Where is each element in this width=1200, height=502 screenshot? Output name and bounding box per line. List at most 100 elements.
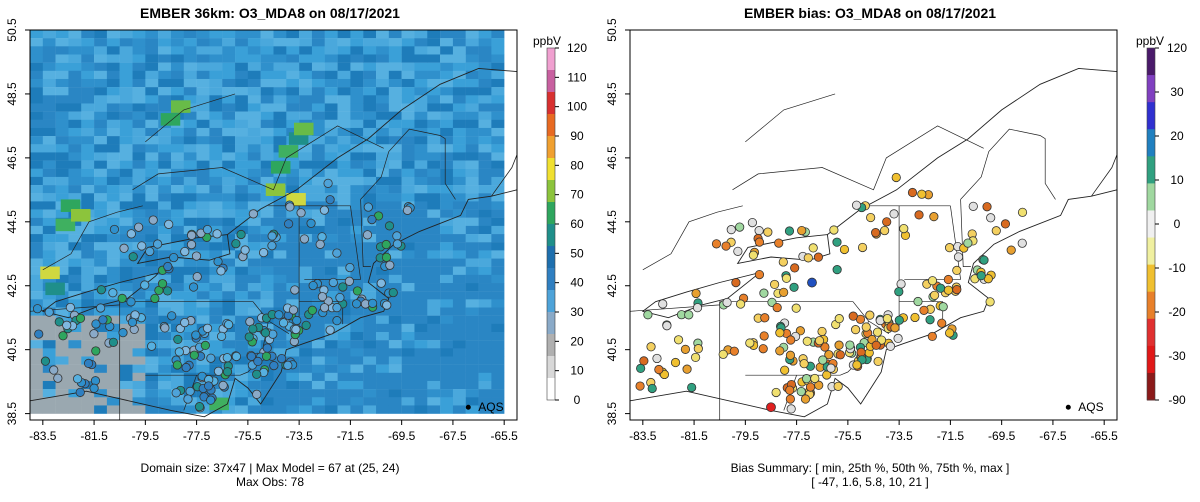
right-site-marker xyxy=(754,226,764,236)
right-site-marker xyxy=(799,359,809,369)
model-grid-cell xyxy=(376,119,390,129)
model-grid-cell xyxy=(324,103,338,112)
model-grid-cell xyxy=(145,405,159,414)
model-grid-cell xyxy=(401,380,415,390)
model-grid-cell xyxy=(119,30,133,39)
model-grid-cell xyxy=(452,103,466,112)
right-site-marker xyxy=(935,283,946,293)
left-site-marker xyxy=(118,328,128,338)
model-grid-cell xyxy=(427,380,441,390)
model-grid-cell xyxy=(235,87,249,96)
model-grid-cell xyxy=(299,209,313,218)
left-site-marker xyxy=(248,324,258,334)
model-grid-cell xyxy=(414,127,428,137)
right-site-marker xyxy=(801,374,812,384)
model-grid-cell xyxy=(81,299,95,308)
model-hotspot-cell xyxy=(270,161,291,174)
model-grid-cell xyxy=(30,62,44,72)
model-grid-cell xyxy=(132,103,146,112)
model-grid-cell xyxy=(401,78,415,88)
model-grid-cell xyxy=(196,46,210,55)
model-grid-cell xyxy=(350,38,364,47)
model-grid-cell xyxy=(145,380,159,390)
model-hotspot-cell xyxy=(265,183,286,196)
model-grid-cell xyxy=(145,323,159,333)
model-grid-cell xyxy=(68,193,82,202)
model-grid-cell xyxy=(42,119,56,129)
model-grid-cell xyxy=(132,111,146,120)
right-boundary-line xyxy=(960,199,971,267)
model-grid-cell xyxy=(286,405,300,414)
left-site-marker xyxy=(244,332,254,342)
model-grid-cell xyxy=(81,46,95,55)
model-grid-cell xyxy=(183,87,197,96)
model-grid-cell xyxy=(170,144,184,153)
model-grid-cell xyxy=(55,234,69,243)
model-grid-cell xyxy=(324,185,338,194)
model-grid-cell xyxy=(183,70,197,80)
right-boundary-line xyxy=(642,205,743,271)
right-colorbar-tick-label: -90 xyxy=(1168,393,1186,407)
model-grid-cell xyxy=(388,30,402,39)
model-grid-cell xyxy=(81,307,95,316)
model-grid-cell xyxy=(452,283,466,292)
right-site-marker xyxy=(894,287,904,297)
model-grid-cell xyxy=(401,160,415,169)
model-grid-cell xyxy=(363,307,377,316)
model-grid-cell xyxy=(260,46,274,55)
model-grid-cell xyxy=(132,291,146,300)
model-grid-cell xyxy=(478,168,492,178)
model-grid-cell xyxy=(235,217,249,227)
left-site-marker xyxy=(167,311,177,321)
model-grid-cell xyxy=(491,144,505,153)
model-grid-cell xyxy=(209,160,223,169)
model-grid-cell xyxy=(452,405,466,414)
left-site-marker xyxy=(296,208,306,218)
model-grid-cell xyxy=(68,356,82,365)
model-grid-cell xyxy=(158,201,172,210)
model-grid-cell xyxy=(299,242,313,251)
right-site-marker xyxy=(1000,219,1011,229)
model-grid-cell xyxy=(132,340,146,349)
model-grid-cell xyxy=(183,201,197,210)
right-site-marker xyxy=(829,225,839,235)
model-grid-cell xyxy=(414,364,428,373)
model-grid-cell xyxy=(183,144,197,153)
model-grid-cell xyxy=(414,340,428,349)
model-grid-cell xyxy=(491,87,505,96)
model-grid-cell xyxy=(376,340,390,349)
model-grid-cell xyxy=(158,340,172,349)
model-grid-cell xyxy=(132,54,146,63)
model-grid-cell xyxy=(145,307,159,316)
left-colorbar-tick-label: 50 xyxy=(570,246,584,260)
model-grid-cell xyxy=(94,193,108,202)
model-grid-cell xyxy=(260,103,274,112)
model-grid-cell xyxy=(337,70,351,80)
model-grid-cell xyxy=(350,70,364,80)
left-site-marker xyxy=(338,282,348,292)
model-grid-cell xyxy=(414,348,428,357)
right-colorbar-tick-label: -30 xyxy=(1168,349,1186,363)
model-grid-cell xyxy=(491,405,505,414)
model-grid-cell xyxy=(235,78,249,88)
left-lake-erie xyxy=(41,272,160,319)
right-site-marker xyxy=(866,212,876,223)
model-grid-cell xyxy=(465,258,479,267)
model-grid-cell xyxy=(311,54,325,63)
model-grid-cell xyxy=(209,168,223,178)
right-x-tick-label: -65.5 xyxy=(1091,429,1119,443)
model-grid-cell xyxy=(132,234,146,243)
model-grid-cell xyxy=(183,266,197,276)
model-grid-cell xyxy=(119,152,133,161)
model-grid-cell xyxy=(94,70,108,80)
model-grid-cell xyxy=(401,217,415,227)
left-site-marker xyxy=(98,315,108,325)
model-grid-cell xyxy=(491,283,505,292)
model-grid-cell xyxy=(158,225,172,235)
model-grid-cell xyxy=(337,389,351,398)
model-grid-cell xyxy=(81,38,95,47)
model-grid-cell xyxy=(170,250,184,259)
left-colorbar-segment xyxy=(547,70,555,93)
model-grid-cell xyxy=(260,299,274,308)
model-grid-cell xyxy=(81,87,95,96)
